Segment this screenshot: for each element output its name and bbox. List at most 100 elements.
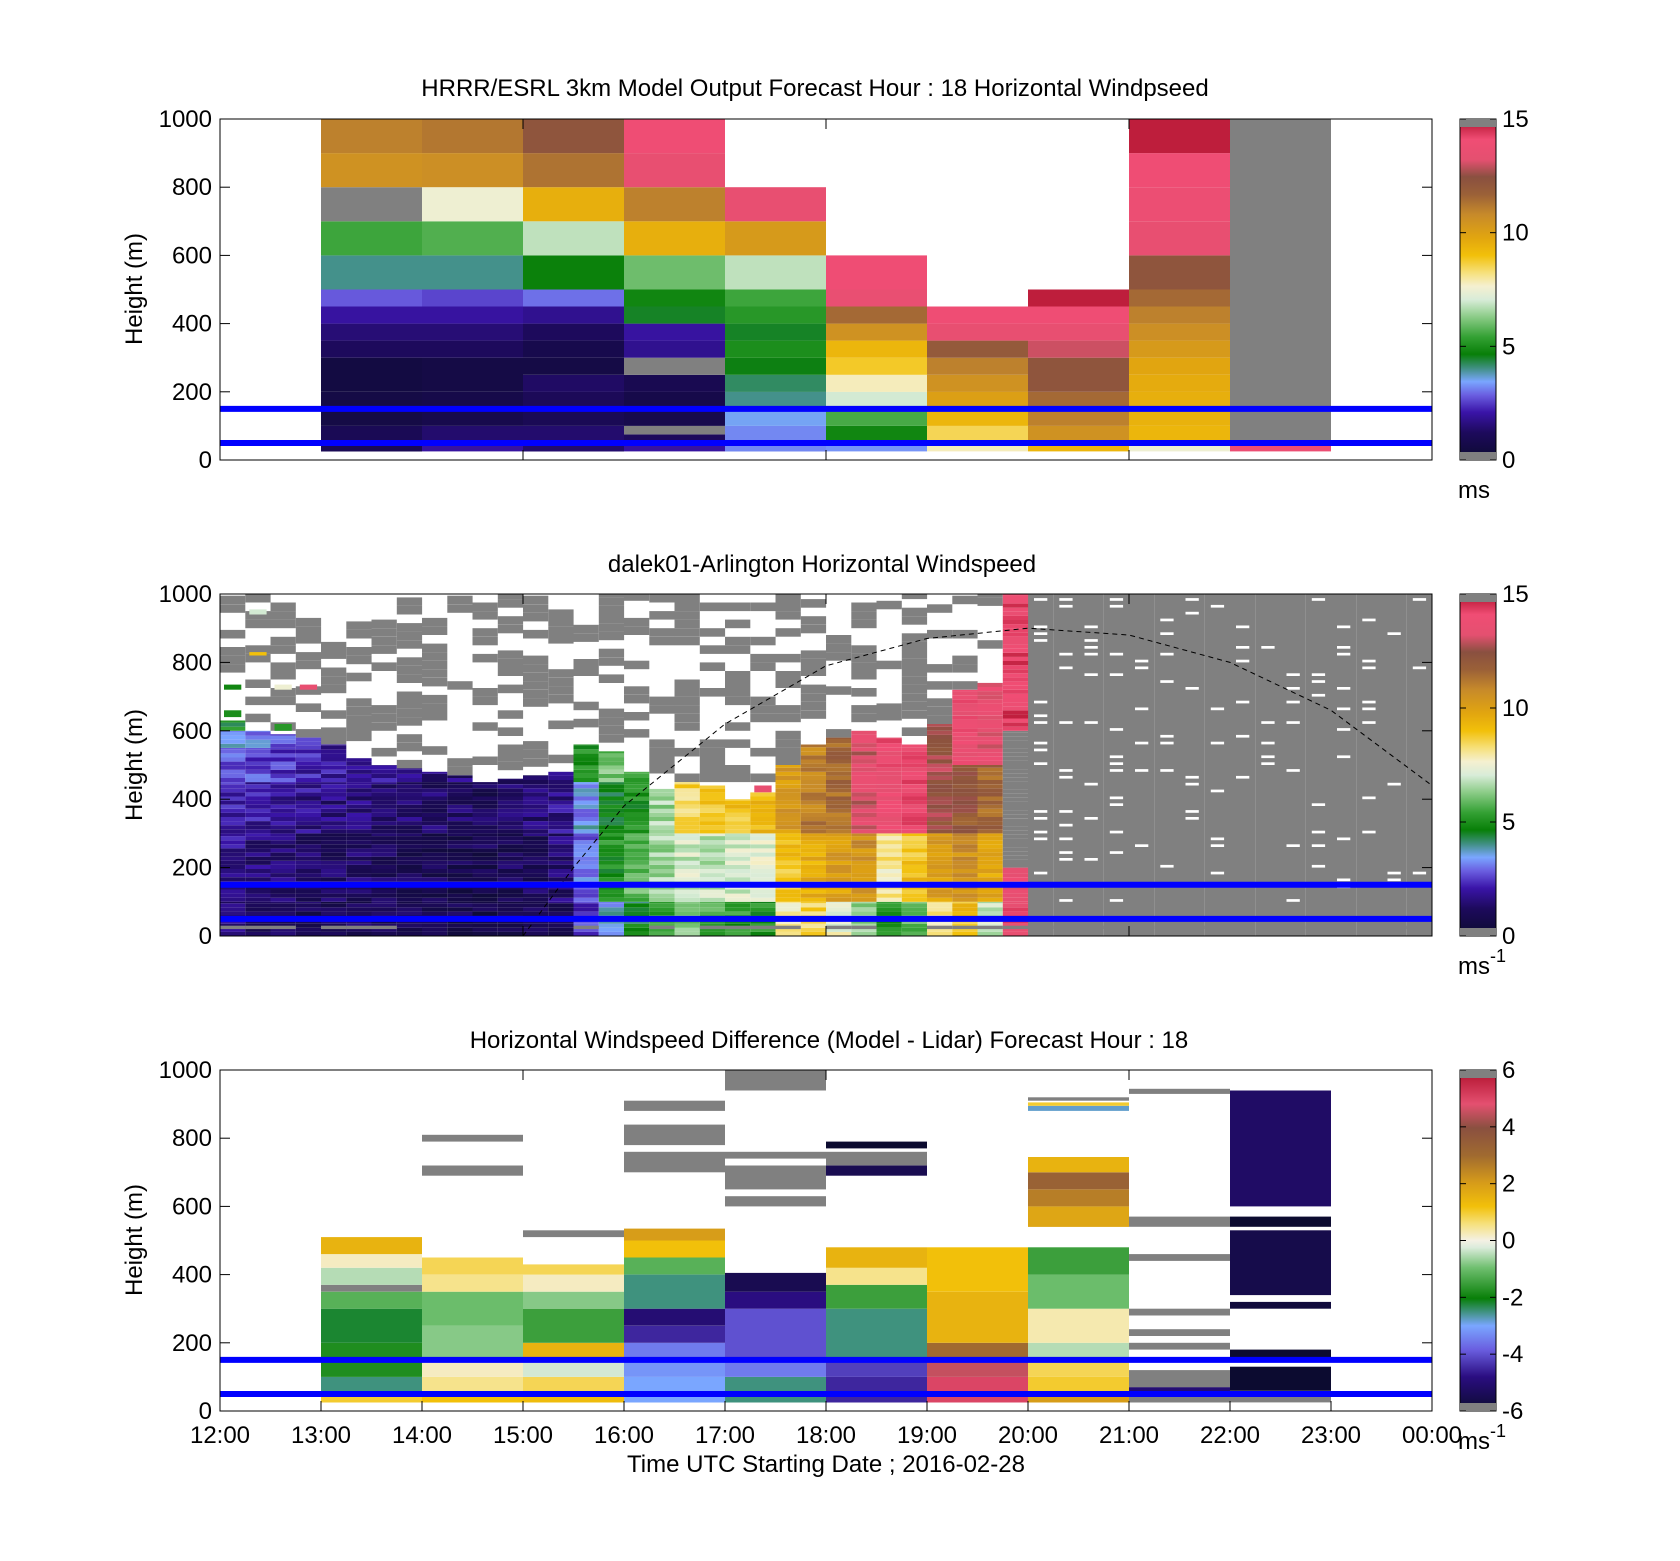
lidar-speed-cell: [699, 869, 726, 874]
lidar-speed-cell: [497, 804, 524, 809]
lidar-speed-cell: [422, 788, 448, 793]
colorbar-tick-label: 10: [1502, 220, 1529, 247]
lidar-speed-cell: [548, 856, 574, 861]
lidar-speed-cell: [396, 769, 423, 774]
lidar-speed-cell: [876, 840, 902, 845]
difference-cell: [1230, 1216, 1331, 1227]
lidar-speed-cell: [977, 817, 1003, 822]
lidar-speed-cell: [952, 765, 978, 768]
lidar-speed-cell: [270, 840, 296, 845]
lidar-speed-cell: [396, 869, 423, 874]
lidar-speed-cell: [422, 773, 448, 778]
lidar-speed-cell: [295, 745, 322, 750]
lidar-no-data-cell: [472, 696, 498, 706]
lidar-speed-cell: [851, 751, 877, 756]
lidar-gap-cell: [1236, 646, 1250, 649]
difference-panel-ylabel: Height (m): [121, 1184, 148, 1296]
lidar-speed-cell: [295, 821, 322, 826]
lidar-speed-cell: [927, 775, 953, 780]
lidar-speed-cell: [699, 864, 726, 869]
lidar-no-data-cell: [826, 729, 852, 738]
lidar-speed-cell: [295, 825, 322, 830]
y-tick-label: 1000: [159, 1057, 212, 1084]
lidar-speed-cell: [1002, 632, 1029, 637]
lidar-speed-cell: [422, 911, 448, 916]
lidar-speed-cell: [220, 800, 246, 805]
lidar-speed-cell: [775, 856, 801, 861]
lidar-speed-cell: [472, 856, 498, 861]
lidar-speed-cell: [750, 804, 776, 809]
lidar-no-data-cell: [422, 617, 448, 627]
lidar-speed-cell: [245, 907, 271, 912]
lidar-speed-cell: [952, 848, 978, 853]
colorbar-tick-label: 5: [1502, 809, 1515, 836]
lidar-speed-cell: [422, 931, 448, 936]
lidar-speed-cell: [371, 769, 397, 774]
lidar-no-data-cell: [523, 741, 549, 750]
lidar-speed-cell: [851, 812, 877, 817]
lidar-gap-cell: [1160, 864, 1174, 868]
lidar-no-data-cell: [826, 652, 852, 661]
lidar-speed-cell: [497, 860, 524, 865]
lidar-speed-cell: [901, 911, 928, 916]
lidar-speed-cell: [775, 825, 801, 830]
lidar-no-data-cell: [573, 701, 599, 711]
difference-cell: [321, 1291, 422, 1309]
lidar-speed-cell: [447, 833, 473, 837]
lidar-speed-cell: [775, 877, 801, 882]
lidar-no-data-cell: [573, 624, 599, 634]
lidar-speed-cell: [573, 757, 599, 762]
lidar-speed-cell: [245, 833, 271, 837]
difference-cell: [321, 1394, 422, 1403]
lidar-no-data-cell: [624, 626, 650, 635]
lidar-speed-cell: [598, 873, 625, 878]
lidar-speed-cell: [1002, 814, 1029, 819]
lidar-no-data-cell: [725, 925, 751, 930]
model-cell: [523, 425, 624, 452]
lidar-speed-cell: [775, 767, 801, 772]
lidar-speed-cell: [245, 761, 271, 766]
lidar-speed-cell: [977, 765, 1003, 768]
lidar-speed-cell: [699, 856, 726, 861]
y-tick-label: 800: [172, 649, 212, 676]
lidar-speed-cell: [598, 856, 625, 861]
y-tick-label: 200: [172, 855, 212, 882]
lidar-speed-cell: [674, 848, 700, 853]
x-tick-label: 19:00: [897, 1422, 957, 1449]
y-tick-label: 400: [172, 786, 212, 813]
model-cell: [624, 408, 725, 426]
lidar-speed-cell: [598, 800, 625, 805]
lidar-speed-cell: [548, 817, 574, 822]
lidar-gap-cell: [1362, 721, 1376, 724]
difference-cell: [624, 1124, 725, 1146]
lidar-speed-cell: [270, 901, 296, 904]
lidar-no-data-cell: [775, 747, 801, 757]
lidar-gap-cell: [1185, 775, 1199, 779]
lidar-speed-cell: [245, 800, 271, 805]
lidar-speed-cell: [346, 856, 372, 861]
lidar-speed-cell: [447, 897, 473, 902]
y-tick-label: 200: [172, 1330, 212, 1357]
lidar-speed-cell: [952, 873, 978, 878]
lidar-speed-cell: [699, 873, 726, 878]
lidar-speed-cell: [295, 901, 322, 904]
lidar-speed-cell: [977, 829, 1003, 834]
lidar-speed-cell: [497, 840, 524, 845]
lidar-speed-cell: [826, 825, 852, 830]
lidar-no-data-cell: [977, 597, 1003, 606]
lidar-speed-cell: [952, 752, 978, 757]
lidar-speed-cell: [1002, 826, 1029, 831]
lidar-no-data-cell: [346, 925, 372, 930]
lidar-speed-cell: [321, 844, 347, 849]
lidar-speed-cell: [371, 927, 397, 932]
lidar-speed-cell: [573, 833, 599, 837]
lidar-no-data-cell: [901, 710, 928, 719]
lidar-gap-cell: [1286, 899, 1300, 902]
lidar-speed-cell: [826, 771, 852, 776]
lidar-speed-cell: [245, 840, 271, 845]
lidar-speed-cell: [1002, 744, 1029, 749]
lidar-speed-cell: [927, 848, 953, 853]
lidar-speed-cell: [851, 852, 877, 857]
lidar-speed-cell: [447, 792, 473, 797]
